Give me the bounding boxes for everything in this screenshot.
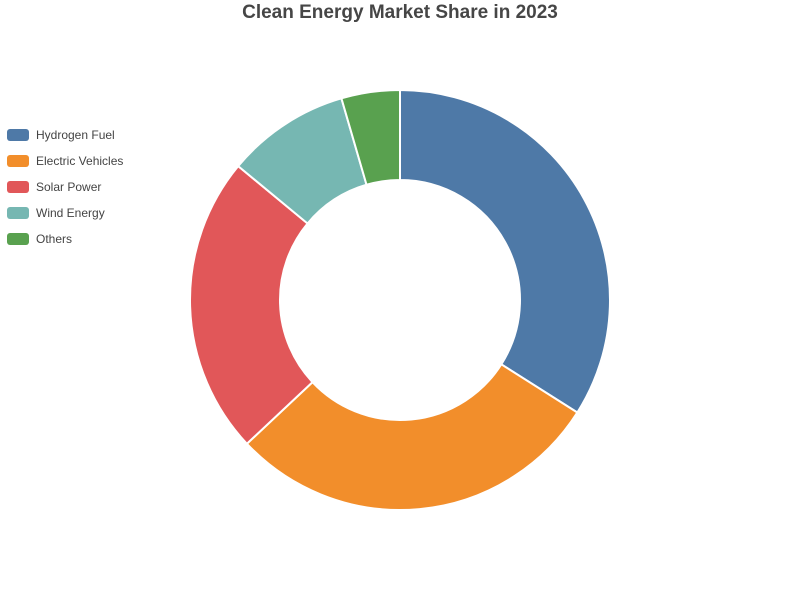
legend-item-wind-energy[interactable]: Wind Energy	[7, 200, 177, 226]
legend-item-electric-vehicles[interactable]: Electric Vehicles	[7, 148, 177, 174]
legend-label: Electric Vehicles	[36, 154, 124, 168]
legend-swatch	[7, 129, 29, 141]
legend-item-others[interactable]: Others	[7, 226, 177, 252]
legend-item-hydrogen-fuel[interactable]: Hydrogen Fuel	[7, 122, 177, 148]
legend-swatch	[7, 233, 29, 245]
donut-slices	[189, 89, 611, 511]
donut-slice-electric-vehicles[interactable]	[245, 363, 579, 511]
legend-label: Wind Energy	[36, 206, 105, 220]
legend-label: Others	[36, 232, 73, 246]
chart-title: Clean Energy Market Share in 2023	[242, 2, 558, 23]
donut-slice-solar-power[interactable]	[189, 165, 314, 445]
legend-label: Solar Power	[36, 180, 102, 194]
legend-label: Hydrogen Fuel	[36, 128, 115, 142]
legend-item-solar-power[interactable]: Solar Power	[7, 174, 177, 200]
chart-legend: Hydrogen Fuel Electric Vehicles Solar Po…	[7, 122, 177, 252]
legend-swatch	[7, 181, 29, 193]
donut-slice-others[interactable]	[340, 89, 401, 186]
legend-swatch	[7, 207, 29, 219]
donut-slice-hydrogen-fuel[interactable]	[399, 89, 611, 414]
legend-swatch	[7, 155, 29, 167]
